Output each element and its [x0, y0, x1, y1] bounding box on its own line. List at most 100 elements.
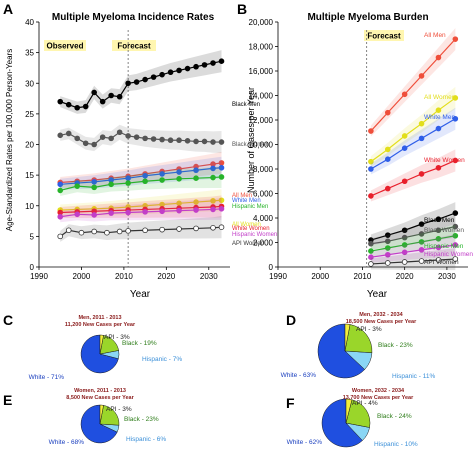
point-hispanic-men-b [368, 248, 374, 254]
pie-label-white-c: White - 71% [29, 374, 65, 381]
point-hispanic-men-a [142, 178, 148, 185]
point-white-men-b [452, 115, 459, 122]
pie-slice-white-c [80, 334, 119, 374]
panel-b: B Multiple Myeloma Burden Year Number of… [237, 1, 473, 300]
series-label-black-women-a: Black Women [232, 142, 269, 148]
band-all-women-b [370, 86, 456, 168]
point-white-men-b [384, 156, 391, 163]
point-api-women-a [210, 225, 216, 231]
point-hispanic-women-a [125, 209, 131, 216]
panel-label-f: F [286, 395, 295, 411]
point-black-men-a [184, 65, 191, 72]
point-all-women-a [218, 197, 225, 204]
point-all-women-a [193, 199, 199, 205]
series-line-white-women-b [370, 159, 456, 197]
point-black-women-a [91, 141, 97, 148]
point-white-men-a [176, 169, 182, 175]
point-hispanic-men-b [418, 239, 425, 245]
point-black-women-a [57, 132, 64, 139]
band-hispanic-men-b [370, 224, 456, 257]
y-axis-label-b: Number of Cases per Year [246, 87, 256, 193]
point-all-women-a [210, 198, 216, 204]
point-white-women-b [452, 157, 459, 164]
point-black-women-a [82, 140, 89, 147]
series-label-api-women-b: API Women [424, 259, 459, 266]
point-white-men-a [91, 179, 97, 185]
point-black-men-a [65, 101, 72, 108]
point-black-men-a [133, 79, 140, 85]
point-black-men-a [176, 67, 182, 74]
point-hispanic-women-a [74, 211, 80, 218]
point-black-women-a [218, 139, 225, 145]
point-white-women-b [418, 171, 425, 177]
panel-label-e: E [3, 392, 12, 408]
point-white-men-a [159, 171, 165, 177]
point-all-men-b [452, 36, 459, 42]
point-black-men-a [91, 89, 97, 96]
y-tick-label-a: 40 [25, 18, 34, 27]
x-axis-label-a: Year [130, 289, 151, 300]
point-black-women-a [176, 137, 182, 144]
point-hispanic-women-a [210, 206, 216, 213]
y-tick-label-a: 10 [25, 202, 34, 211]
point-hispanic-women-b [435, 244, 442, 251]
point-white-men-b [418, 135, 425, 142]
pie-slice-api-c [99, 334, 104, 355]
pie-subtitle-f: 13,700 New Cases per Year [343, 395, 414, 401]
series-label-all-women-a: All Women [232, 222, 261, 228]
band-white-men-b [370, 107, 456, 175]
point-white-women-b [435, 164, 442, 171]
point-hispanic-men-a [210, 174, 216, 181]
y-tick-label-b: 8,000 [253, 165, 274, 174]
point-black-women-b [401, 234, 408, 241]
series-line-all-men-b [370, 38, 456, 132]
y-tick-label-a: 15 [25, 171, 34, 180]
point-white-men-a [218, 164, 225, 171]
point-hispanic-women-a [159, 208, 165, 215]
pie-title-d: Men, 2032 - 2034 [359, 312, 403, 318]
point-white-men-a [210, 165, 216, 172]
y-tick-label-b: 6,000 [253, 190, 274, 199]
point-hispanic-women-b [368, 254, 374, 261]
point-api-women-a [193, 225, 199, 232]
point-hispanic-women-b [401, 249, 408, 256]
point-black-men-a [159, 71, 165, 78]
panel-label-b: B [237, 1, 247, 17]
pie-slice-white-d [317, 323, 366, 379]
x-axis-label-b: Year [367, 289, 388, 300]
x-tick-label-a: 2010 [115, 272, 133, 281]
y-tick-label-a: 25 [25, 110, 34, 119]
series-line-hispanic-men-b [370, 235, 456, 252]
point-black-men-a [210, 60, 216, 66]
point-black-men-a [218, 58, 225, 64]
pie-label-api-e: API - 3% [106, 406, 132, 413]
point-hispanic-men-a [74, 183, 80, 189]
pie-label-api-c: API - 3% [104, 334, 130, 341]
chart-title-a: Multiple Myeloma Incidence Rates [52, 12, 215, 23]
y-tick-label-b: 2,000 [253, 239, 274, 248]
point-black-men-b [435, 216, 442, 223]
x-tick-label-b: 1990 [269, 272, 287, 281]
point-api-women-a [65, 227, 72, 234]
point-black-women-b [452, 223, 459, 230]
point-api-women-a [57, 233, 64, 240]
panel-a: A Multiple Myeloma Incidence Rates Year … [3, 1, 277, 300]
point-api-women-b [418, 258, 425, 264]
point-white-men-a [142, 172, 148, 179]
point-all-men-b [384, 109, 391, 116]
point-api-women-a [116, 228, 123, 235]
point-black-men-a [201, 62, 208, 68]
y-tick-label-b: 18,000 [249, 43, 274, 52]
point-hispanic-women-a [218, 206, 225, 212]
point-black-women-a [125, 133, 131, 139]
series-label-white-men-b: White Men [424, 114, 455, 121]
point-hispanic-women-b [418, 247, 425, 253]
pie-slice-api-e [99, 404, 104, 425]
point-black-women-a [159, 136, 165, 143]
point-black-men-a [57, 98, 64, 105]
pie-label-black-c: Black - 19% [122, 340, 157, 347]
point-hispanic-women-a [193, 207, 199, 213]
pie-label-hispanic-c: Hispanic - 7% [142, 356, 182, 363]
point-black-women-a [142, 135, 148, 142]
series-label-hispanic-men-b: Hispanic Men [424, 243, 464, 250]
